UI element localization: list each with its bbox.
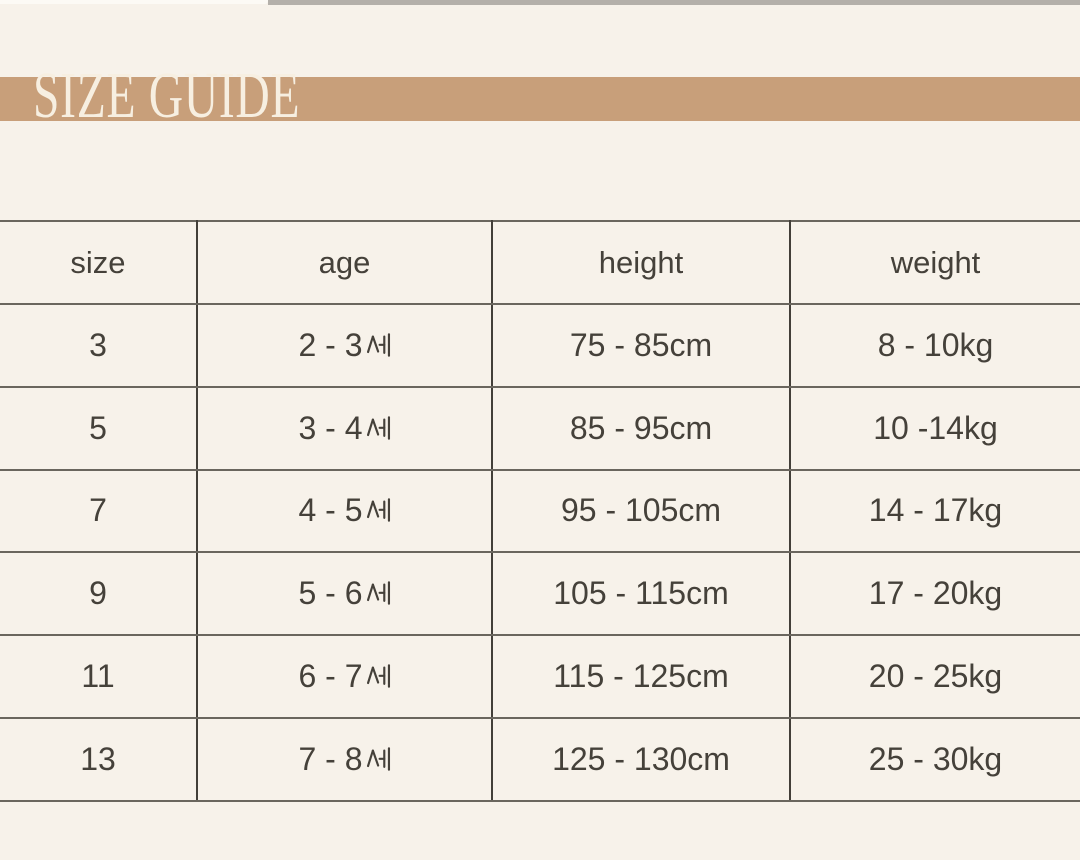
hangul-se-icon (366, 333, 390, 357)
cell-size: 13 (0, 716, 198, 802)
table-row: 9 5 - 6 105 - 115cm 17 - 20kg (0, 551, 1080, 637)
cell-age: 6 - 7 (196, 634, 493, 719)
age-range: 3 - 4 (298, 409, 363, 446)
col-header-size: size (0, 220, 198, 305)
cell-height: 95 - 105cm (491, 468, 791, 554)
table-row: 11 6 - 7 115 - 125cm 20 - 25kg (0, 634, 1080, 719)
hangul-se-icon (366, 498, 390, 523)
cell-age: 7 - 8 (196, 716, 493, 802)
table-row: 3 2 - 3 75 - 85cm 8 - 10kg (0, 303, 1080, 388)
cell-weight: 20 - 25kg (789, 634, 1080, 719)
cell-height: 125 - 130cm (491, 716, 791, 802)
age-range: 4 - 5 (298, 492, 363, 529)
cell-height: 85 - 95cm (491, 385, 791, 471)
cell-height: 75 - 85cm (491, 303, 791, 388)
age-range: 2 - 3 (298, 326, 363, 363)
cell-height: 115 - 125cm (491, 634, 791, 719)
top-edge-strip-left (0, 0, 268, 4)
size-guide-table: size age height weight 3 2 - 3 75 - 85cm… (0, 220, 1080, 802)
cell-size: 9 (0, 551, 198, 637)
col-header-age: age (196, 220, 493, 305)
table-row: 5 3 - 4 85 - 95cm 10 -14kg (0, 385, 1080, 471)
page-title: SIZE GUIDE (33, 59, 301, 132)
col-header-height: height (491, 220, 791, 305)
cell-age: 2 - 3 (196, 303, 493, 388)
hangul-se-icon (366, 747, 390, 771)
cell-size: 7 (0, 468, 198, 554)
cell-weight: 8 - 10kg (789, 303, 1080, 388)
age-range: 6 - 7 (298, 658, 363, 695)
table-row: 7 4 - 5 95 - 105cm 14 - 17kg (0, 468, 1080, 554)
cell-height: 105 - 115cm (491, 551, 791, 637)
hangul-se-icon (366, 664, 390, 688)
cell-size: 11 (0, 634, 198, 719)
age-range: 7 - 8 (298, 740, 363, 777)
cell-weight: 25 - 30kg (789, 716, 1080, 802)
title-band: SIZE GUIDE (0, 63, 1080, 129)
age-range: 5 - 6 (298, 575, 363, 612)
cell-age: 4 - 5 (196, 468, 493, 554)
top-edge-strip (268, 0, 1080, 5)
hangul-se-icon (366, 415, 390, 440)
cell-weight: 17 - 20kg (789, 551, 1080, 637)
col-header-weight: weight (789, 220, 1080, 305)
cell-size: 5 (0, 385, 198, 471)
cell-weight: 14 - 17kg (789, 468, 1080, 554)
cell-size: 3 (0, 303, 198, 388)
table-row: 13 7 - 8 125 - 130cm 25 - 30kg (0, 716, 1080, 802)
hangul-se-icon (366, 581, 390, 606)
cell-age: 5 - 6 (196, 551, 493, 637)
cell-weight: 10 -14kg (789, 385, 1080, 471)
table-header-row: size age height weight (0, 220, 1080, 305)
cell-age: 3 - 4 (196, 385, 493, 471)
